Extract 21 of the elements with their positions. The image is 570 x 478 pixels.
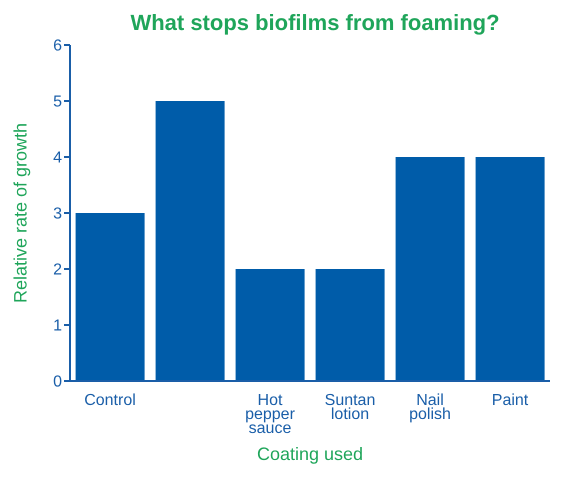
bar <box>316 269 385 381</box>
x-axis-title: Coating used <box>256 444 364 464</box>
bar <box>396 157 465 381</box>
bar <box>236 269 305 381</box>
y-tick-label: 4 <box>53 150 62 167</box>
x-tick-label: Hot pepper sauce <box>245 392 296 437</box>
y-tick-label: 0 <box>53 374 62 391</box>
chart-title: What stops biofilms from foaming? <box>129 10 501 36</box>
x-tick-label: Suntan lotion <box>324 392 376 423</box>
y-tick-label: 6 <box>53 38 62 55</box>
x-tick-label: Paint <box>492 392 529 409</box>
x-tick-label: Control <box>84 392 136 409</box>
bar <box>476 157 545 381</box>
y-axis-title: Relative rate of growth <box>10 122 30 304</box>
y-tick-label: 3 <box>53 206 62 223</box>
bar <box>156 101 225 381</box>
y-tick-label: 5 <box>53 94 62 111</box>
x-tick-label: Nail polish <box>409 392 451 423</box>
bar <box>76 213 145 381</box>
y-tick-label: 1 <box>53 318 62 335</box>
y-tick-label: 2 <box>53 262 62 279</box>
